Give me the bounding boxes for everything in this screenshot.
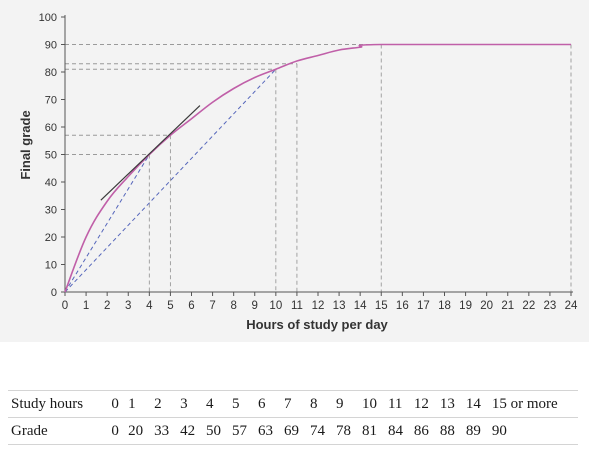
x-tick-label: 22: [522, 300, 535, 312]
y-tick-label: 50: [45, 150, 57, 162]
y-tick-label: 40: [45, 177, 57, 189]
x-tick-label: 5: [167, 300, 173, 312]
y-tick-label: 80: [45, 67, 57, 79]
x-tick-label: 23: [544, 300, 557, 312]
x-tick-label: 3: [125, 300, 131, 312]
y-tick-label: 20: [45, 232, 57, 244]
guide-lines: [65, 44, 572, 292]
x-tick-label: 12: [312, 300, 325, 312]
table-cell: 12: [410, 390, 437, 418]
x-axis-label: Hours of study per day: [246, 317, 388, 332]
table-cell: 7: [281, 390, 307, 418]
table-cell: 8: [306, 390, 333, 418]
chord-line: [64, 154, 150, 293]
table-cell: 6: [255, 390, 281, 418]
table-cell: 90: [488, 417, 578, 445]
x-tick-label: 13: [333, 300, 346, 312]
table-cell: 15 or more: [488, 390, 578, 418]
table-cell: 11: [384, 390, 411, 418]
table-cell: 33: [151, 417, 178, 445]
axes: [61, 15, 573, 296]
x-tick-label: 9: [252, 300, 258, 312]
table-cell: 1: [125, 390, 152, 418]
chord-line: [64, 68, 277, 293]
table-cell: 42: [177, 417, 204, 445]
table-cell: 81: [358, 417, 385, 445]
table-cell: 89: [462, 417, 489, 445]
y-tick-label: 60: [45, 122, 57, 134]
table-cell: 86: [410, 417, 437, 445]
y-tick-label: 70: [45, 95, 57, 107]
x-tick-label: 17: [417, 300, 430, 312]
y-tick-label: 90: [45, 40, 57, 52]
table-cell: 0: [108, 417, 126, 445]
table-cell: 74: [306, 417, 333, 445]
table-row-header: Study hours: [8, 390, 109, 418]
table-cell: 4: [203, 390, 230, 418]
x-tick-label: 16: [396, 300, 409, 312]
x-tick-label: 7: [209, 300, 215, 312]
x-tick-label: 8: [230, 300, 236, 312]
y-tick-label: 10: [45, 260, 57, 272]
table-row: Study hours 0 1 2 3 4 5 6 7 8 9 10 11 12 13 14 15 or mor…: [8, 390, 578, 418]
x-tick-label: 10: [269, 300, 282, 312]
x-tick-label: 14: [354, 300, 367, 312]
table-cell: 20: [125, 417, 152, 445]
table-cell: 10: [358, 390, 385, 418]
x-tick-label: 11: [291, 300, 303, 312]
table-cell: 0: [108, 390, 126, 418]
table-cell: 5: [229, 390, 256, 418]
table-cell: 57: [229, 417, 256, 445]
x-tick-label: 19: [459, 300, 472, 312]
chart-marks: [64, 43, 571, 293]
table-cell: 63: [255, 417, 281, 445]
table-cell: 78: [332, 417, 359, 445]
y-tick-label: 30: [45, 205, 57, 217]
table-cell: 3: [177, 390, 204, 418]
x-tick-label: 2: [104, 300, 110, 312]
x-tick-label: 18: [438, 300, 451, 312]
table-cell: 50: [203, 417, 230, 445]
table-row: Grade 0 20 33 42 50 57 63 69 74 78 81 84 86 88 89 90: [8, 417, 578, 445]
x-tick-label: 6: [188, 300, 194, 312]
x-tick-label: 21: [501, 300, 514, 312]
x-tick-label: 24: [565, 300, 578, 312]
x-tick-label: 20: [480, 300, 493, 312]
grade-curve: [64, 43, 571, 293]
table-cell: 69: [281, 417, 307, 445]
chart-panel: [0, 0, 589, 342]
y-tick-label: 100: [39, 12, 57, 24]
table-cell: 14: [462, 390, 489, 418]
table-cell: 88: [436, 417, 463, 445]
x-tick-label: 1: [83, 300, 89, 312]
x-tick-label: 0: [62, 300, 68, 312]
tangent-line: [100, 105, 201, 201]
x-tick-label: 15: [375, 300, 388, 312]
table-cell: 9: [332, 390, 359, 418]
x-tick-label: 4: [146, 300, 153, 312]
data-table: Study hours 0 1 2 3 4 5 6 7 8 9 10 11 12 13 14 15 or mor…: [8, 390, 578, 445]
table-cell: 84: [384, 417, 411, 445]
table-cell: 2: [151, 390, 178, 418]
y-tick-label: 0: [51, 287, 57, 299]
y-axis-label: Final grade: [18, 110, 33, 179]
table-row-header: Grade: [8, 417, 109, 445]
table-cell: 13: [436, 390, 463, 418]
